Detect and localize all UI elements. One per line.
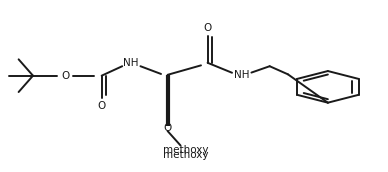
Text: O: O [203,23,212,33]
Text: NH: NH [123,58,139,68]
Text: methoxy: methoxy [163,145,208,155]
Text: O: O [97,101,106,111]
Text: O: O [163,123,172,133]
Text: O: O [61,71,69,81]
Text: NH: NH [234,70,249,80]
Text: methoxy: methoxy [163,150,208,160]
